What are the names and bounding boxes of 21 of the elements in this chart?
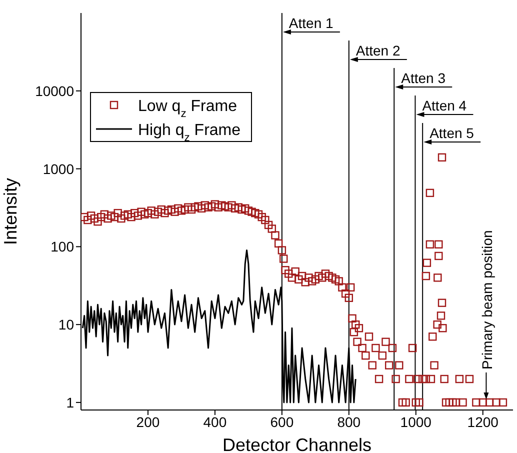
x-axis-title: Detector Channels: [222, 435, 372, 453]
x-tick-label: 200: [136, 414, 160, 430]
y-tick-label: 10000: [35, 82, 74, 99]
legend-label: High q$_{z}$ Frame: [138, 122, 241, 144]
y-axis-title: Intensity: [0, 178, 20, 246]
y-tick-label: 100: [50, 238, 74, 255]
x-tick-label: 1200: [467, 414, 499, 430]
y-tick-label: 10: [58, 316, 74, 333]
x-tick-label: 800: [337, 414, 361, 430]
y-tick-label: 1000: [42, 160, 74, 177]
ref-line-label: Atten 1: [288, 15, 334, 31]
ref-line-label: Atten 2: [356, 42, 400, 58]
legend-label: Low q$_{z}$ Frame: [138, 98, 238, 120]
x-tick-label: 1000: [400, 414, 432, 430]
ref-line-label: Atten 5: [430, 125, 474, 141]
x-tick-label: 400: [203, 414, 227, 430]
x-tick-label: 600: [270, 414, 294, 430]
ref-line-label: Atten 3: [401, 70, 446, 86]
y-tick-label: 1: [66, 394, 74, 410]
annotation: Primary beam position: [479, 230, 496, 370]
ref-line-label: Atten 4: [422, 98, 467, 114]
